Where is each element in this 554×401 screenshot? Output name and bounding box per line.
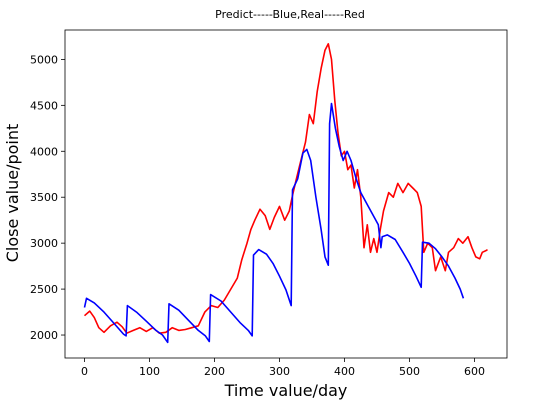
series-line-1 [83, 102, 465, 344]
y-tick-label: 3000 [30, 237, 58, 250]
x-tick-label: 200 [204, 365, 225, 378]
plot-area: 0 100 200 300 400 500 600 2000 2500 3000 3500 4000 4… [30, 29, 508, 378]
chart-title: Predict-----Blue,Real-----Red [215, 8, 365, 21]
x-tick-label: 400 [334, 365, 355, 378]
x-tick-label: 0 [81, 365, 88, 378]
y-tick-label: 2000 [30, 329, 58, 342]
y-tick-label: 4000 [30, 145, 58, 158]
x-tick-label: 300 [269, 365, 290, 378]
y-axis-label: Close value/point [3, 124, 22, 263]
x-tick-label: 500 [399, 365, 420, 378]
y-tick-label: 3500 [30, 191, 58, 204]
plot-frame [64, 29, 508, 359]
y-tick-label: 5000 [30, 53, 58, 66]
x-axis-label: Time value/day [224, 381, 348, 400]
x-tick-label: 600 [464, 365, 485, 378]
series-line-0 [83, 43, 488, 334]
y-tick-label: 4500 [30, 99, 58, 112]
x-tick-label: 100 [139, 365, 160, 378]
y-tick-label: 2500 [30, 283, 58, 296]
